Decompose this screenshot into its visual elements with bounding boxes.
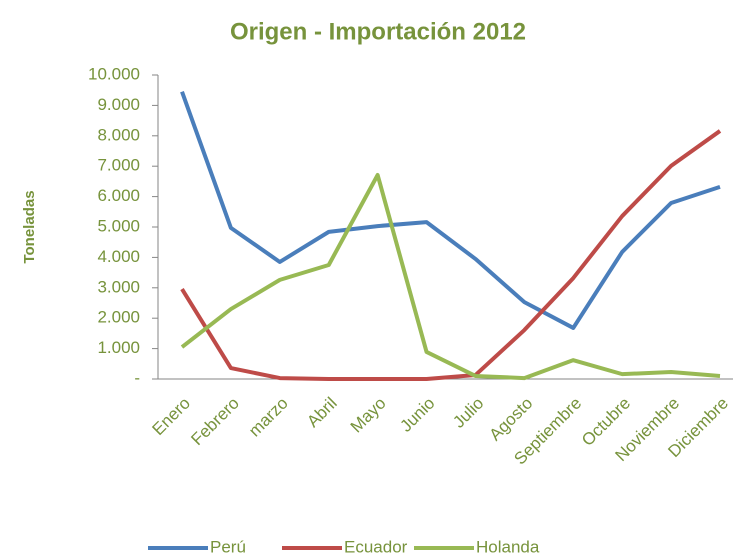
legend-label: Holanda <box>476 537 540 556</box>
y-axis-label: Toneladas <box>21 190 38 263</box>
line-series <box>180 173 721 381</box>
x-tick-label: Mayo <box>347 394 390 437</box>
y-tick-label: 8.000 <box>97 125 140 144</box>
line-series <box>180 129 722 381</box>
y-tick-label: 4.000 <box>97 247 140 266</box>
y-tick-label: 1.000 <box>97 338 140 357</box>
line-series <box>180 91 721 330</box>
y-tick-label: 6.000 <box>97 186 140 205</box>
chart-title: Origen - Importación 2012 <box>230 18 526 45</box>
y-tick-label: 9.000 <box>97 95 140 114</box>
y-tick-label: 7.000 <box>97 156 140 175</box>
y-tick-label: 10.000 <box>88 64 140 83</box>
x-tick-label: Abril <box>303 394 340 431</box>
x-tick-label: Junio <box>396 394 438 436</box>
x-tick-label: Enero <box>148 394 194 440</box>
y-tick-label: - <box>134 368 140 387</box>
y-tick-label: 3.000 <box>97 277 140 296</box>
x-tick-label: marzo <box>245 394 292 441</box>
x-tick-label: Febrero <box>187 394 243 450</box>
y-tick-label: 2.000 <box>97 308 140 327</box>
legend-label: Perú <box>210 537 246 556</box>
y-tick-label: 5.000 <box>97 216 140 235</box>
legend-label: Ecuador <box>344 537 408 556</box>
x-tick-label: Julio <box>449 394 487 432</box>
